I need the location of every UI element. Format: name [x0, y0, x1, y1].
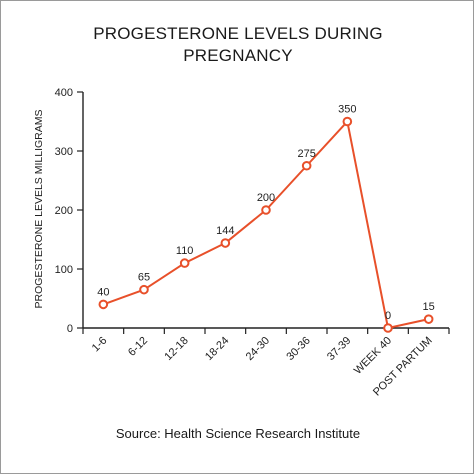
data-label: 0: [385, 310, 391, 322]
data-label: 144: [216, 225, 234, 237]
data-point: [301, 160, 312, 171]
x-tick-label: 6-12: [126, 335, 150, 359]
data-label: 275: [297, 148, 315, 160]
y-tick-label: 300: [55, 146, 73, 158]
data-label: 40: [97, 286, 109, 298]
series-line-group: [98, 116, 434, 333]
x-tick-label: 24-30: [244, 335, 272, 363]
y-tick-label: 0: [67, 323, 73, 335]
source-caption: Source: Health Science Research Institut…: [116, 426, 360, 441]
data-point: [342, 116, 353, 127]
data-point: [423, 314, 434, 324]
data-label: 110: [176, 245, 194, 257]
y-axis-title: PROGESTERONE LEVELS MILLIGRAMS: [33, 110, 45, 309]
data-point: [139, 284, 149, 295]
data-label: 200: [257, 192, 275, 204]
x-tick-label: 37-39: [325, 335, 353, 363]
data-label: 350: [338, 104, 356, 116]
y-axis-ticks: 0 100 200 300 400: [55, 87, 83, 335]
x-tick-label: 18-24: [203, 335, 231, 363]
y-tick-label: 200: [55, 205, 73, 217]
chart-title-line-1: PROGESTERONE LEVELS DURING: [93, 24, 383, 43]
data-point: [98, 299, 109, 310]
y-tick-label: 400: [55, 87, 73, 99]
x-tick-label: 1-6: [90, 335, 110, 355]
x-tick-label: WEEK 40: [352, 335, 394, 377]
y-tick-label: 100: [55, 264, 73, 276]
x-tick-label: 30-36: [284, 335, 312, 363]
series-line: [102, 120, 429, 329]
data-point: [383, 323, 393, 333]
data-point: [261, 205, 271, 215]
x-tick-label: 12-18: [162, 335, 190, 363]
chart-title-line-2: PREGNANCY: [183, 46, 293, 65]
data-label: 65: [138, 272, 150, 284]
data-point: [179, 258, 190, 268]
data-labels: 40 65 110 144 200 275 350 0 15: [97, 104, 435, 323]
data-point: [220, 238, 231, 248]
data-label: 15: [423, 301, 435, 313]
